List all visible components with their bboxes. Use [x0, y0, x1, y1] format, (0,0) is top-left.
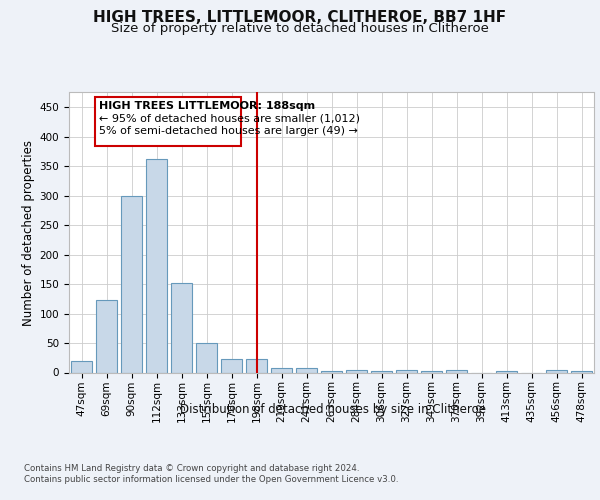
Bar — [571, 370, 592, 372]
Bar — [221, 359, 242, 372]
Text: Contains HM Land Registry data © Crown copyright and database right 2024.: Contains HM Land Registry data © Crown c… — [24, 464, 359, 473]
Bar — [196, 343, 217, 372]
FancyBboxPatch shape — [95, 97, 241, 146]
Text: Contains public sector information licensed under the Open Government Licence v3: Contains public sector information licen… — [24, 475, 398, 484]
Bar — [171, 284, 192, 372]
Bar — [296, 368, 317, 372]
Bar — [271, 368, 292, 372]
Text: HIGH TREES, LITTLEMOOR, CLITHEROE, BB7 1HF: HIGH TREES, LITTLEMOOR, CLITHEROE, BB7 1… — [94, 10, 506, 25]
Bar — [246, 359, 267, 372]
Bar — [496, 370, 517, 372]
Bar — [121, 196, 142, 372]
Bar — [546, 370, 567, 372]
Bar — [71, 360, 92, 372]
Bar — [346, 370, 367, 372]
Y-axis label: Number of detached properties: Number of detached properties — [22, 140, 35, 326]
Text: HIGH TREES LITTLEMOOR: 188sqm: HIGH TREES LITTLEMOOR: 188sqm — [99, 101, 315, 111]
Text: 5% of semi-detached houses are larger (49) →: 5% of semi-detached houses are larger (4… — [99, 126, 358, 136]
Bar — [96, 300, 117, 372]
Bar — [146, 158, 167, 372]
Text: ← 95% of detached houses are smaller (1,012): ← 95% of detached houses are smaller (1,… — [99, 113, 360, 123]
Bar — [446, 370, 467, 372]
Bar — [396, 370, 417, 372]
Bar — [321, 370, 342, 372]
Text: Distribution of detached houses by size in Clitheroe: Distribution of detached houses by size … — [180, 402, 486, 415]
Text: Size of property relative to detached houses in Clitheroe: Size of property relative to detached ho… — [111, 22, 489, 35]
